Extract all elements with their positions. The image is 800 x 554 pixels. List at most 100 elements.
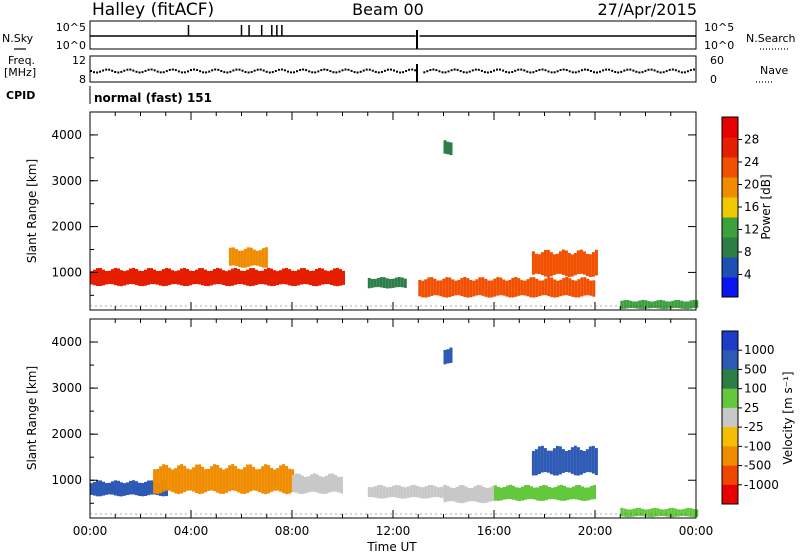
heatmap-cell: [153, 269, 156, 285]
colorbar-swatch: [722, 465, 738, 486]
heatmap-cell: [518, 487, 521, 501]
freq-dot: [496, 68, 498, 71]
heatmap-cell: [129, 480, 132, 495]
freq-dot: [632, 69, 635, 72]
colorbar-swatch: [722, 277, 738, 298]
heatmap-cell: [526, 279, 530, 297]
heatmap-cell: [493, 278, 497, 297]
y-tick-label: 2000: [51, 220, 82, 234]
heatmap-cell: [201, 466, 205, 494]
freq-dot: [344, 68, 347, 71]
freq-dot: [505, 70, 508, 73]
heatmap-cell: [570, 447, 574, 474]
freq-dot: [238, 68, 241, 71]
freq-dot: [159, 71, 162, 74]
heatmap-cell: [168, 268, 171, 286]
power-colorbar: 28 24 20 16 12 8 4 Power [dB]: [721, 116, 773, 298]
heatmap-cell: [586, 278, 590, 296]
heatmap-cell: [192, 271, 195, 285]
heatmap-cell: [298, 473, 301, 494]
freq-dot: [638, 71, 641, 74]
heatmap-cell: [472, 280, 476, 297]
freq-dot: [290, 71, 292, 74]
heatmap-cell: [108, 270, 111, 284]
freq-dot: [465, 71, 468, 74]
heatmap-cell: [424, 486, 428, 499]
heatmap-cell: [114, 267, 117, 286]
heatmap-cell: [111, 481, 114, 495]
heatmap-cell: [591, 252, 595, 277]
heatmap-cell: [222, 469, 226, 494]
freq-dot: [650, 68, 653, 71]
heatmap-cell: [683, 508, 687, 517]
freq-dot: [196, 69, 199, 71]
heatmap-cell: [546, 450, 550, 473]
heatmap-cell: [546, 249, 550, 277]
freq-dot: [280, 68, 283, 71]
heatmap-cell: [198, 268, 201, 285]
heatmap-cell: [551, 487, 554, 499]
heatmap-cell: [243, 248, 247, 268]
heatmap-cell: [162, 269, 165, 287]
heatmap-cell: [213, 464, 217, 492]
heatmap-cell: [319, 476, 322, 494]
heatmap-cell: [668, 508, 672, 517]
freq-dot: [308, 70, 311, 73]
freq-dot: [571, 71, 574, 74]
heatmap-cell: [466, 278, 470, 298]
heatmap-cell: [638, 508, 642, 516]
freq-dot: [105, 68, 108, 71]
freq-dot: [659, 71, 662, 74]
heatmap-cell: [578, 485, 581, 501]
heatmap-cell: [443, 349, 447, 365]
heatmap-cell: [120, 270, 123, 287]
freq-dot: [259, 68, 262, 71]
heatmap-cell: [449, 142, 453, 156]
heatmap-cell: [620, 507, 624, 517]
heatmap-cell: [279, 465, 283, 492]
heatmap-cell: [575, 485, 578, 500]
freq-dot: [262, 69, 265, 72]
heatmap-cell: [674, 508, 678, 517]
heatmap-cell: [156, 468, 160, 494]
freq-dot: [156, 70, 159, 73]
x-tick-label: 00:00: [679, 524, 714, 538]
heatmap-cell: [213, 269, 216, 285]
colorbar-tick-label: -100: [744, 439, 771, 453]
heatmap-cell: [644, 300, 648, 309]
freq-dot: [123, 69, 126, 72]
heatmap-cell: [282, 464, 286, 494]
heatmap-cell: [279, 270, 282, 285]
heatmap-cell: [219, 467, 223, 494]
freq-dot: [214, 68, 217, 71]
heatmap-cell: [273, 469, 277, 491]
heatmap-cell: [499, 277, 503, 296]
heatmap-cell: [554, 487, 557, 500]
heatmap-cell: [543, 249, 547, 277]
heatmap-cell: [524, 485, 527, 500]
heatmap-cell: [306, 269, 309, 285]
x-tick-label: 20:00: [578, 524, 613, 538]
freq-dot: [93, 71, 95, 74]
heatmap-cell: [373, 278, 377, 288]
heatmap-cell: [162, 464, 166, 492]
freq-dot: [414, 69, 417, 72]
heatmap-cell: [638, 300, 642, 309]
freq-dot: [153, 69, 156, 72]
heatmap-cell: [544, 278, 548, 296]
heatmap-cell: [561, 249, 565, 275]
freq-dot: [526, 70, 529, 73]
freq-dot: [589, 70, 592, 72]
power-axis-ticks: 4000 3000 2000 1000: [51, 111, 697, 310]
heatmap-cell: [668, 301, 672, 309]
heatmap-cell: [237, 269, 240, 284]
heatmap-cell: [234, 267, 237, 285]
freq-dot: [323, 68, 326, 71]
heatmap-cell: [491, 485, 495, 502]
heatmap-cell: [324, 270, 327, 284]
freq-dot: [311, 71, 314, 74]
freq-dot: [529, 71, 532, 74]
y-tick-label: 2000: [51, 427, 82, 441]
heatmap-cell: [237, 468, 241, 493]
freq-dot: [620, 70, 623, 73]
